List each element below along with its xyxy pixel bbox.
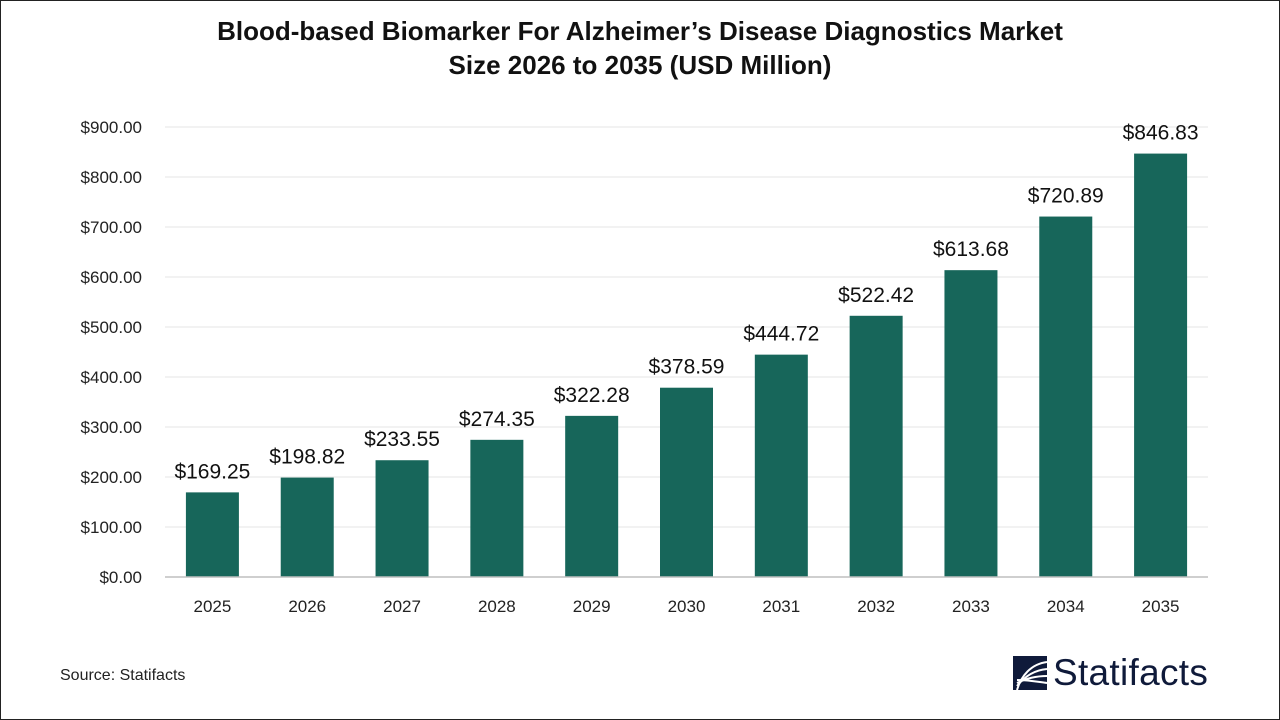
bar [754, 354, 808, 577]
x-tick-label: 2032 [857, 597, 895, 616]
y-tick-label: $800.00 [81, 168, 142, 187]
bar [280, 477, 334, 577]
x-tick-label: 2029 [573, 597, 611, 616]
x-tick-label: 2034 [1047, 597, 1085, 616]
x-tick-label: 2027 [383, 597, 421, 616]
data-label: $720.89 [1028, 185, 1104, 208]
y-tick-label: $700.00 [81, 218, 142, 237]
statifacts-logo: Statifacts [1013, 652, 1208, 694]
x-tick-label: 2025 [193, 597, 231, 616]
x-tick-label: 2033 [952, 597, 990, 616]
x-tick-label: 2035 [1142, 597, 1180, 616]
statifacts-logo-icon [1013, 656, 1047, 690]
y-tick-label: $900.00 [81, 118, 142, 137]
chart-title-line1: Blood-based Biomarker For Alzheimer’s Di… [217, 16, 1063, 46]
bar [1039, 216, 1093, 577]
y-tick-label: $0.00 [99, 568, 142, 587]
y-tick-label: $500.00 [81, 318, 142, 337]
x-tick-label: 2030 [668, 597, 706, 616]
chart-title-line2: Size 2026 to 2035 (USD Million) [448, 50, 832, 80]
bar [849, 315, 903, 577]
bar [375, 460, 429, 577]
source-note: Source: Statifacts [60, 667, 186, 684]
bar [470, 439, 524, 577]
data-label: $198.82 [269, 446, 345, 469]
bar [660, 387, 713, 577]
x-tick-label: 2028 [478, 597, 516, 616]
data-label: $274.35 [459, 408, 535, 431]
y-tick-label: $600.00 [81, 268, 142, 287]
x-tick-label: 2031 [762, 597, 800, 616]
data-label: $444.72 [743, 323, 819, 346]
bar [565, 415, 619, 577]
chart-title: Blood-based Biomarker For Alzheimer’s Di… [0, 14, 1280, 82]
data-label: $169.25 [174, 460, 250, 483]
bar [944, 270, 998, 577]
bar [1134, 153, 1188, 577]
data-label: $613.68 [933, 238, 1009, 261]
y-tick-label: $200.00 [81, 468, 142, 487]
data-label: $522.42 [838, 284, 914, 307]
y-tick-label: $400.00 [81, 368, 142, 387]
data-label: $233.55 [364, 428, 440, 451]
x-tick-label: 2026 [288, 597, 326, 616]
bar [185, 492, 239, 577]
data-label: $378.59 [649, 356, 725, 379]
statifacts-logo-text: Statifacts [1053, 652, 1209, 693]
data-label: $322.28 [554, 384, 630, 407]
y-tick-label: $300.00 [81, 418, 142, 437]
data-label: $846.83 [1123, 122, 1199, 145]
y-tick-label: $100.00 [81, 518, 142, 537]
